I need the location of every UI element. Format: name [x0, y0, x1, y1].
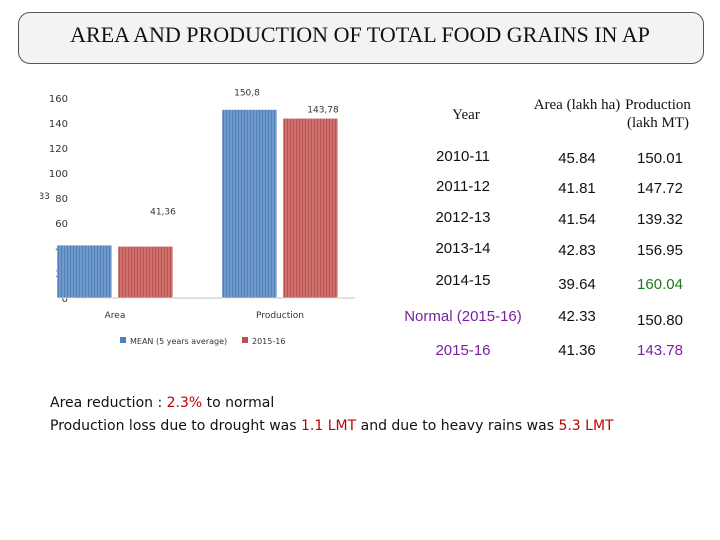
bar	[221, 109, 278, 299]
row-year: 2014-15	[435, 272, 491, 289]
data-label: 143,78	[307, 105, 339, 115]
row-year: 2012-13	[435, 209, 491, 226]
y-tick-label: 0	[62, 294, 68, 305]
page-title: AREA AND PRODUCTION OF TOTAL FOOD GRAINS…	[70, 22, 650, 47]
row-year: 2010-11	[436, 148, 490, 165]
bars	[56, 109, 339, 299]
row-area: 42.33	[558, 308, 596, 325]
legend: MEAN (5 years average) 2015-16	[120, 337, 285, 346]
header-year: Year	[452, 107, 480, 123]
note-value: 5.3 LMT	[558, 418, 614, 434]
bar	[56, 244, 113, 299]
header-production: Production (lakh MT)	[625, 97, 691, 131]
row-production: 147.72	[637, 180, 683, 197]
note-value: 2.3%	[166, 395, 203, 411]
note-text: and due to heavy rains was	[356, 418, 559, 434]
y-tick-label: 100	[49, 169, 68, 180]
row-production: 143.78	[637, 342, 683, 359]
y-tick-label: 120	[49, 144, 68, 155]
row-area: 41.36	[558, 342, 596, 359]
y-tick-label: 80	[55, 194, 68, 205]
bar	[282, 117, 339, 299]
row-production: 139.32	[637, 211, 683, 228]
row-production: 150.01	[637, 150, 683, 167]
category-labels: Area Production	[105, 311, 304, 321]
production-loss-note: Production loss due to drought was 1.1 L…	[50, 418, 614, 434]
row-year: 2015-16	[435, 342, 491, 359]
note-text: Production loss due to drought was	[50, 418, 302, 434]
note-text: to normal	[202, 395, 275, 411]
legend-label: 2015-16	[252, 337, 285, 346]
row-year: 2011-12	[436, 178, 490, 195]
category-label: Area	[105, 311, 126, 321]
row-area: 41.54	[558, 211, 596, 228]
data-label: 150,8	[234, 89, 260, 99]
row-year: Normal (2015-16)	[404, 308, 522, 325]
header-area: Area (lakh ha)	[533, 97, 621, 113]
title-box	[18, 12, 704, 64]
data-label: 42,33	[40, 192, 50, 202]
row-area: 45.84	[558, 150, 596, 167]
y-tick-label: 160	[49, 94, 68, 105]
category-label: Production	[256, 311, 304, 321]
row-production: 150.80	[637, 312, 683, 329]
data-labels: 42,33 41,36 150,8 143,78	[40, 89, 339, 218]
row-area: 41.81	[558, 180, 596, 197]
row-year: 2013-14	[435, 240, 491, 257]
row-area: 42.83	[558, 242, 596, 259]
legend-label: MEAN (5 years average)	[130, 337, 227, 346]
bar	[117, 246, 174, 299]
data-label: 41,36	[150, 207, 176, 217]
row-production: 160.04	[637, 276, 683, 293]
y-tick-label: 60	[55, 219, 68, 230]
chart: 020406080100120140160 42,3341,36150,8143…	[40, 89, 355, 346]
area-reduction-note: Area reduction : 2.3% to normal	[50, 395, 274, 411]
row-production: 156.95	[637, 242, 683, 259]
note-value: 1.1 LMT	[301, 418, 357, 434]
row-area: 39.64	[558, 276, 596, 293]
legend-swatch	[120, 337, 126, 343]
y-tick-label: 140	[49, 119, 68, 130]
legend-swatch	[242, 337, 248, 343]
note-text: Area reduction :	[50, 395, 167, 411]
